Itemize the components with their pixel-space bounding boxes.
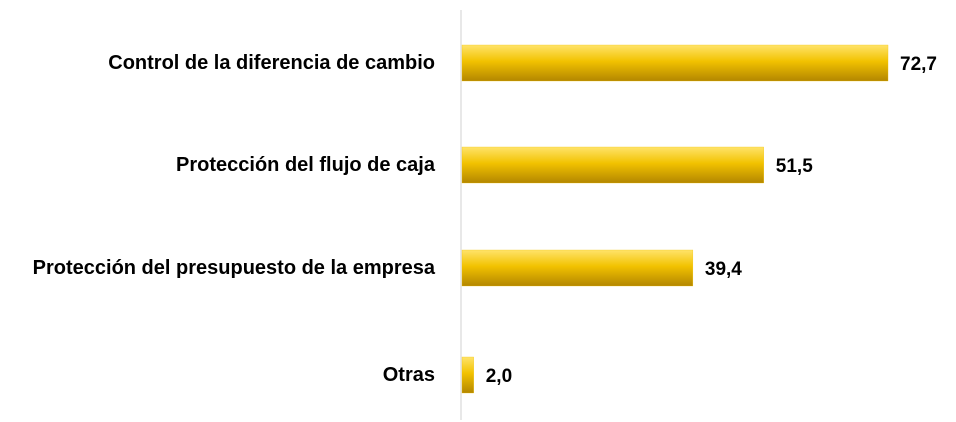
category-label: Protección del flujo de caja — [176, 154, 435, 176]
value-label: 51,5 — [776, 156, 813, 177]
value-label: 39,4 — [705, 259, 742, 280]
bar — [461, 356, 474, 394]
value-label: 72,7 — [900, 54, 937, 75]
category-label: Protección del presupuesto de la empresa — [32, 257, 435, 279]
bar — [461, 146, 764, 184]
bar — [461, 249, 694, 287]
value-label: 2,0 — [486, 366, 512, 387]
bar — [461, 44, 889, 82]
category-label: Otras — [382, 364, 435, 386]
category-label: Control de la diferencia de cambio — [108, 52, 435, 74]
